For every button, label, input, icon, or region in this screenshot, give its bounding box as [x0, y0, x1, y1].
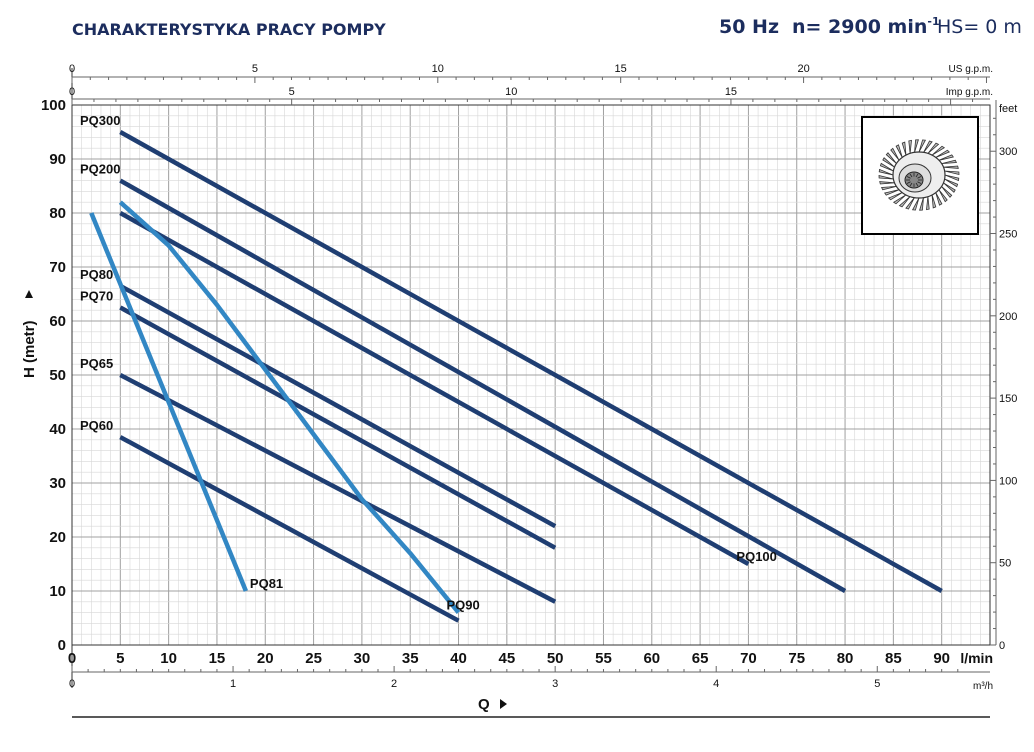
y-tick-label: 0 [58, 637, 66, 654]
x-tick-label: 5 [116, 650, 124, 667]
feet-tick-label: 250 [999, 229, 1017, 241]
y-axis-label: H (metr) [21, 320, 38, 378]
x-tick-label: 90 [933, 650, 950, 667]
x-unit-label: l/min [960, 650, 993, 666]
y-tick-label: 70 [49, 259, 66, 276]
impeller-image [861, 116, 979, 235]
x-tick-label: 15 [209, 650, 226, 667]
series-line-pq81 [89, 212, 248, 592]
x-tick-label: 75 [788, 650, 805, 667]
m3h-tick-label: 3 [552, 678, 558, 690]
x-tick-label: 65 [692, 650, 709, 667]
y-tick-label: 80 [49, 205, 66, 222]
series-lines: PQ300 PQ200 PQ100 PQ80 PQ70 PQ65 PQ60 PQ81 PQ90 [80, 113, 943, 623]
m3h-tick-label: 2 [391, 678, 397, 690]
m3h-tick-label: 4 [713, 678, 719, 690]
series-label: PQ60 [80, 418, 113, 433]
feet-tick-label: 150 [999, 393, 1017, 405]
feet-unit-label: feet [999, 103, 1017, 115]
series-line-pq100 [119, 211, 750, 566]
x-tick-label: 0 [68, 650, 76, 667]
impgpm-tick-label: 5 [289, 86, 295, 98]
series-line-pq65 [119, 373, 557, 604]
series-label: PQ300 [80, 113, 120, 128]
usgpm-tick-label: 5 [252, 63, 258, 75]
x-tick-label: 30 [354, 650, 371, 667]
x-tick-label: 20 [257, 650, 274, 667]
feet-tick-label: 300 [999, 146, 1017, 158]
x-tick-label: 35 [402, 650, 419, 667]
m3h-unit-label: m³/h [973, 681, 993, 692]
usgpm-tick-label: 0 [69, 63, 75, 75]
usgpm-tick-label: 15 [615, 63, 627, 75]
x-tick-label: 25 [305, 650, 322, 667]
x-tick-label: 70 [740, 650, 757, 667]
series-line-pq90 [118, 200, 461, 615]
grid [71, 104, 991, 646]
x-tick-label: 10 [160, 650, 177, 667]
frequency-label: 50 Hz [719, 16, 779, 38]
x-axis-label: Q [478, 696, 490, 713]
series-line-pq80 [119, 283, 557, 529]
series-line-pq60 [119, 435, 460, 623]
m3h-tick-label: 1 [230, 678, 236, 690]
m3h-tick-label: 5 [874, 678, 880, 690]
impgpm-tick-label: 15 [725, 86, 737, 98]
x-tick-label: 45 [498, 650, 515, 667]
y-tick-label: 30 [49, 475, 66, 492]
feet-tick-label: 200 [999, 311, 1017, 323]
series-label: PQ80 [80, 267, 113, 282]
x-axis-arrow-icon [500, 699, 507, 709]
chart-title: CHARAKTERYSTYKA PRACY POMPY [72, 20, 386, 39]
usgpm-tick-label: 10 [432, 63, 444, 75]
x-tick-label: 55 [595, 650, 612, 667]
y-tick-label: 100 [41, 97, 66, 114]
x-tick-label: 80 [837, 650, 854, 667]
series-line-pq200 [119, 178, 847, 593]
series-line-pq300 [119, 130, 943, 593]
impgpm-tick-label: 0 [69, 86, 75, 98]
series-label: PQ81 [250, 576, 283, 591]
y-axis-arrow-icon [25, 290, 33, 298]
y-tick-label: 90 [49, 151, 66, 168]
feet-tick-label: 50 [999, 558, 1011, 570]
y-tick-label: 10 [49, 583, 66, 600]
y-tick-label: 50 [49, 367, 66, 384]
feet-tick-label: 100 [999, 475, 1017, 487]
series-line-pq70 [119, 305, 557, 550]
feet-tick-label: 0 [999, 640, 1005, 652]
speed-label: n= 2900 min-1 [792, 15, 940, 38]
x-tick-label: 50 [547, 650, 564, 667]
usgpm-unit-label: US g.p.m. [949, 64, 993, 75]
impgpm-tick-label: 10 [505, 86, 517, 98]
usgpm-tick-label: 20 [797, 63, 809, 75]
series-label: PQ200 [80, 162, 120, 177]
series-label: PQ100 [736, 549, 776, 564]
series-label: PQ65 [80, 356, 113, 371]
series-label: PQ90 [447, 598, 480, 613]
m3h-tick-label: 0 [69, 678, 75, 690]
series-label: PQ70 [80, 289, 113, 304]
y-tick-label: 20 [49, 529, 66, 546]
x-tick-label: 85 [885, 650, 902, 667]
hs-label: HS= 0 m [937, 16, 1022, 38]
x-tick-label: 60 [643, 650, 660, 667]
x-tick-label: 40 [450, 650, 467, 667]
y-tick-label: 60 [49, 313, 66, 330]
impgpm-unit-label: Imp g.p.m. [946, 87, 993, 98]
y-tick-label: 40 [49, 421, 66, 438]
